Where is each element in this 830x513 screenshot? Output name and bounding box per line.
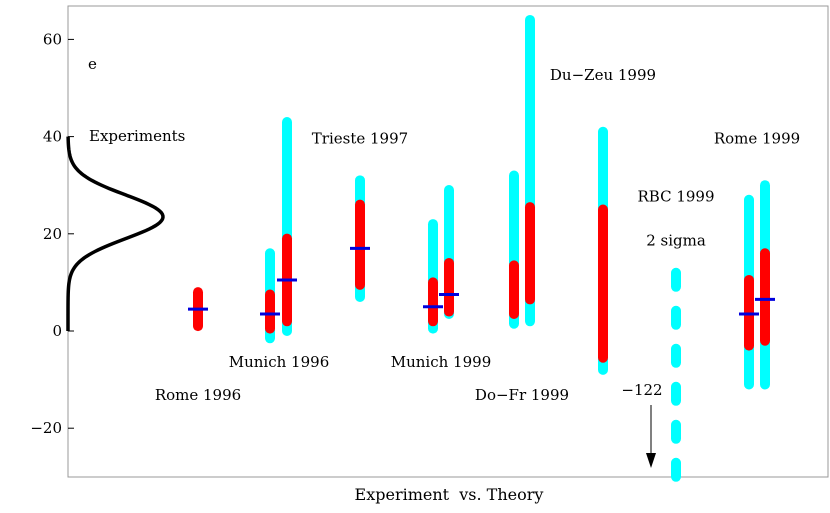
experiment-label: Rome 1999	[714, 129, 800, 147]
plot-frame	[67, 5, 829, 478]
experiments-label: Experiments	[89, 127, 185, 145]
experiment-label: Trieste 1997	[312, 129, 408, 147]
experiments-curve-layer	[66, 136, 165, 331]
y-tick-label: −20	[30, 419, 62, 437]
panel-label: e	[88, 55, 97, 73]
y-tick-label: 40	[43, 128, 62, 146]
x-axis-title: Experiment vs. Theory	[355, 485, 544, 504]
experiment-label: Rome 1996	[155, 386, 241, 404]
experiment-label: RBC 1999	[637, 188, 714, 206]
experiment-label: Do−Fr 1999	[475, 386, 569, 404]
y-axis: −20 0 20 40 60	[30, 30, 74, 437]
experiment-label: 2 sigma	[646, 231, 706, 249]
y-tick-label: 0	[52, 322, 62, 340]
experiment-label: Du−Zeu 1999	[550, 66, 656, 84]
experiments-curve	[66, 136, 165, 331]
experiment-label: Munich 1996	[229, 353, 329, 371]
y-tick-label: 20	[43, 225, 62, 243]
down-arrow	[646, 405, 656, 468]
experiment-label: Munich 1999	[391, 353, 491, 371]
y-tick-label: 60	[43, 30, 62, 48]
bars-layer	[188, 14, 775, 482]
dashed-note-label: −122	[621, 381, 662, 399]
labels-layer: Rome 1996 Munich 1996 Trieste 1997 Munich 1…	[155, 66, 800, 404]
